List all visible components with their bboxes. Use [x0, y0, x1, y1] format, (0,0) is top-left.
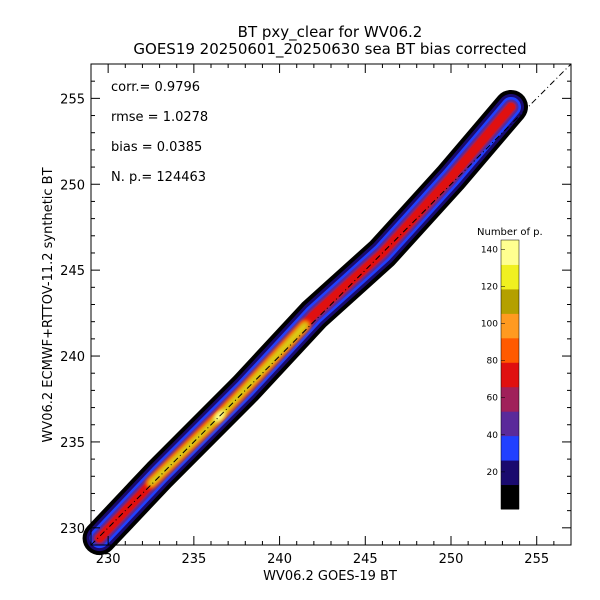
stat-rmse: rmse = 1.0278 [111, 110, 208, 125]
colorbar-title: Number of p. [477, 227, 543, 238]
x-tick-label: 235 [181, 552, 206, 567]
y-tick-label: 250 [60, 178, 85, 193]
x-tick-label: 245 [353, 552, 378, 567]
colorbar-segment [501, 460, 519, 486]
colorbar-segment [501, 337, 519, 363]
x-tick-label: 255 [524, 552, 549, 567]
colorbar-segment [501, 240, 519, 265]
stat-bias: bias = 0.0385 [111, 140, 202, 155]
colorbar-gradient [500, 239, 520, 510]
colorbar-frame [500, 239, 520, 510]
y-tick-label: 235 [60, 436, 85, 451]
plot-frame [90, 63, 572, 546]
colorbar-tick-label: 120 [481, 282, 498, 292]
colorbar-ticks: 20 40 60 80 100 120 140 [481, 245, 505, 478]
y-tick-label: 230 [60, 522, 85, 537]
identity-line [90, 63, 572, 546]
colorbar-tick-label: 40 [487, 431, 499, 441]
y-tick-labels: 230 235 240 245 250 255 [60, 92, 85, 536]
colorbar-segment [501, 386, 519, 412]
stats-box: corr.= 0.9796 rmse = 1.0278 bias = 0.038… [111, 80, 208, 185]
colorbar: Number of p. 20 40 60 80 100 120 140 [477, 227, 543, 510]
colorbar-segment [501, 411, 519, 437]
x-tick-label: 240 [267, 552, 292, 567]
colorbar-tick-label: 80 [487, 357, 499, 367]
colorbar-segment [501, 435, 519, 461]
y-axis-label: WV06.2 ECMWF+RTTOV-11.2 synthetic BT [41, 167, 56, 442]
colorbar-tick-label: 60 [487, 394, 499, 404]
axis-ticks [90, 63, 572, 546]
colorbar-segment [501, 484, 519, 510]
colorbar-segment [501, 362, 519, 388]
stat-corr: corr.= 0.9796 [111, 80, 200, 95]
chart-title: BT pxy_clear for WV06.2 [238, 23, 423, 42]
x-tick-label: 250 [439, 552, 464, 567]
plot-area [82, 63, 572, 556]
x-axis-label: WV06.2 GOES-19 BT [263, 569, 397, 584]
chart-subtitle: GOES19 20250601_20250630 sea BT bias cor… [133, 40, 526, 59]
colorbar-segment [501, 264, 519, 290]
colorbar-segment [501, 313, 519, 339]
colorbar-segment [501, 288, 519, 314]
y-tick-label: 240 [60, 350, 85, 365]
stat-npoints: N. p.= 124463 [111, 170, 206, 185]
x-tick-labels: 230 235 240 245 250 255 [96, 552, 549, 567]
colorbar-tick-label: 20 [487, 468, 499, 478]
y-tick-label: 255 [60, 92, 85, 107]
y-tick-label: 245 [60, 264, 85, 279]
colorbar-tick-label: 140 [481, 245, 498, 255]
colorbar-tick-label: 100 [481, 319, 498, 329]
x-tick-label: 230 [96, 552, 121, 567]
